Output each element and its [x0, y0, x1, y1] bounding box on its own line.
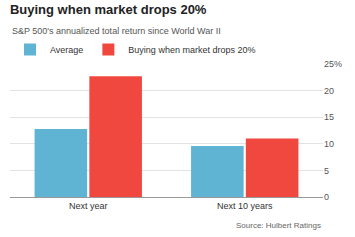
svg-text:Average: Average [50, 45, 83, 55]
svg-text:S&P 500's annualized total ret: S&P 500's annualized total return since … [12, 26, 221, 36]
svg-text:Next 10 years: Next 10 years [217, 201, 273, 211]
svg-text:25%: 25% [324, 59, 342, 69]
svg-text:15: 15 [324, 112, 334, 122]
svg-text:5: 5 [324, 166, 329, 176]
svg-text:20: 20 [324, 86, 334, 96]
svg-text:Next year: Next year [69, 201, 108, 211]
svg-text:Buying when market drops 20%: Buying when market drops 20% [128, 45, 255, 55]
svg-text:Source: Hulbert Ratings: Source: Hulbert Ratings [236, 221, 321, 230]
svg-text:10: 10 [324, 139, 334, 149]
svg-text:Buying when market drops 20%: Buying when market drops 20% [10, 2, 207, 17]
svg-text:0: 0 [324, 192, 329, 202]
